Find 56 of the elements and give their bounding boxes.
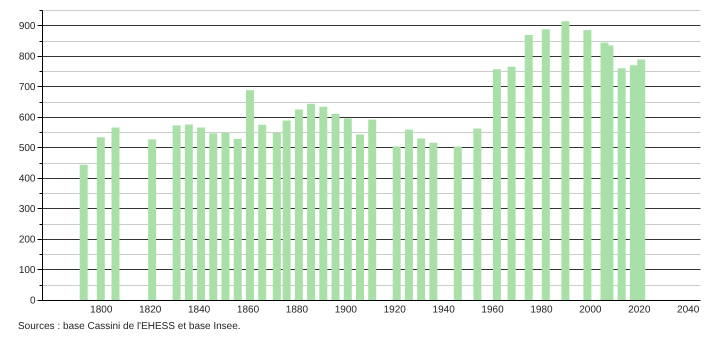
bar bbox=[618, 68, 626, 300]
bar bbox=[368, 120, 376, 300]
bar bbox=[332, 114, 340, 300]
y-tick-label: 0 bbox=[30, 296, 36, 306]
y-tick-label: 800 bbox=[18, 51, 36, 62]
y-tick-label: 500 bbox=[18, 142, 36, 154]
x-tick-label: 1800 bbox=[90, 304, 113, 316]
x-tick-label: 2000 bbox=[579, 304, 602, 316]
x-tick-label: 1820 bbox=[139, 304, 162, 316]
bar bbox=[583, 30, 592, 300]
bar bbox=[209, 133, 218, 300]
x-tick-label: 1880 bbox=[286, 304, 308, 316]
bar bbox=[80, 164, 88, 300]
bar bbox=[319, 106, 328, 300]
bar bbox=[454, 146, 462, 300]
x-tick-label: 1960 bbox=[481, 304, 504, 316]
bar bbox=[246, 90, 254, 300]
bar bbox=[392, 146, 401, 300]
bar bbox=[307, 104, 316, 300]
bar bbox=[404, 130, 413, 300]
bar bbox=[294, 110, 303, 300]
bar bbox=[417, 138, 426, 300]
bar bbox=[508, 66, 516, 300]
y-tick-label: 400 bbox=[18, 173, 36, 184]
y-tick-label: 200 bbox=[18, 234, 36, 246]
x-tick-label: 1860 bbox=[236, 304, 260, 316]
y-tick-label: 600 bbox=[18, 112, 36, 124]
bar bbox=[492, 69, 501, 300]
bar bbox=[344, 118, 352, 300]
x-tick-label: 1840 bbox=[188, 304, 211, 316]
bar bbox=[258, 124, 266, 300]
x-tick-label: 1980 bbox=[530, 304, 554, 316]
bar bbox=[234, 138, 242, 300]
bar bbox=[429, 142, 438, 300]
bar bbox=[197, 128, 206, 300]
x-tick-label: 2020 bbox=[628, 304, 651, 316]
x-tick-label: 1940 bbox=[432, 304, 456, 316]
bar bbox=[542, 29, 550, 300]
bar bbox=[184, 124, 193, 300]
x-tick-label: 2040 bbox=[677, 304, 700, 316]
y-tick-label: 100 bbox=[18, 264, 36, 276]
bar bbox=[111, 128, 120, 300]
bar bbox=[222, 132, 230, 300]
bar bbox=[148, 139, 156, 300]
x-tick-label: 1900 bbox=[334, 304, 358, 316]
y-tick-label: 900 bbox=[18, 20, 36, 32]
x-tick-label: 1920 bbox=[384, 304, 406, 316]
y-tick-label: 700 bbox=[18, 82, 36, 93]
bar bbox=[96, 137, 105, 300]
bar bbox=[473, 128, 482, 300]
source-note: Sources : base Cassini de l'EHESS et base Insee. bbox=[18, 321, 241, 332]
y-tick-label: 300 bbox=[18, 204, 36, 215]
bar bbox=[172, 125, 181, 300]
bar bbox=[561, 21, 570, 300]
bar bbox=[524, 35, 533, 300]
bar bbox=[356, 134, 364, 300]
